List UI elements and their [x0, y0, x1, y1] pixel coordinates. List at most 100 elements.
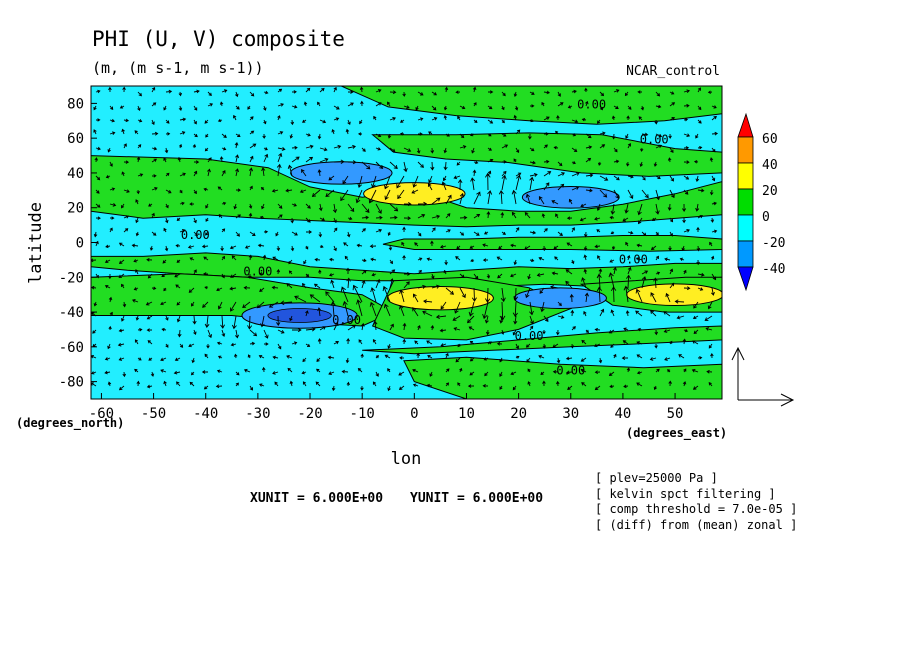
wind-vector — [496, 256, 503, 261]
wind-vector — [443, 114, 448, 121]
wind-vector — [165, 132, 171, 136]
wind-vector — [654, 329, 659, 336]
wind-vector — [375, 133, 382, 138]
wind-vector — [683, 146, 690, 150]
wind-vector — [280, 300, 293, 306]
wind-vector — [515, 129, 521, 135]
wind-vector — [311, 189, 321, 197]
wind-vector — [151, 146, 158, 151]
wind-vector — [108, 86, 112, 93]
wind-vector — [262, 366, 266, 373]
wind-vector — [263, 147, 268, 151]
wind-vector — [459, 231, 465, 236]
wind-vector — [217, 186, 223, 191]
wind-vector — [387, 231, 391, 236]
wind-vector — [305, 310, 309, 317]
wind-vector — [668, 380, 672, 387]
wind-vector — [165, 172, 170, 177]
wind-vector — [676, 315, 685, 320]
wind-vector — [399, 289, 405, 303]
wind-vector — [161, 273, 167, 278]
wind-vector — [305, 144, 314, 149]
wind-vector — [412, 368, 419, 373]
wind-vector — [383, 175, 391, 190]
wind-vector — [319, 147, 328, 152]
wind-vector — [289, 380, 294, 387]
wind-vector — [443, 105, 448, 111]
wind-vector — [415, 105, 419, 111]
wind-vector — [93, 105, 97, 111]
wind-vector — [511, 189, 517, 205]
wind-vector — [179, 229, 186, 233]
wind-vector — [431, 273, 435, 280]
colorbar-bin-m20-0 — [737, 214, 754, 242]
wind-vector — [371, 175, 377, 189]
wind-vector — [556, 115, 560, 121]
wind-vector — [443, 161, 448, 171]
wind-vector — [599, 175, 609, 181]
wind-vector — [177, 156, 182, 163]
wind-vector — [369, 244, 377, 249]
wind-vector — [176, 259, 181, 263]
contour-label-4: 0.00 — [619, 252, 648, 266]
plot-area: 0.00 0.00 0.00 0.00 0.00 0.00 0.00 0.00 — [90, 85, 723, 400]
wind-vector — [584, 87, 588, 93]
wind-vector — [193, 189, 197, 195]
wind-vector — [697, 145, 703, 150]
wind-vector — [399, 305, 405, 317]
wind-vector — [412, 383, 419, 387]
wind-vector — [445, 229, 451, 233]
wind-vector — [388, 245, 393, 251]
wind-vector — [440, 301, 447, 310]
wind-vector — [625, 133, 629, 139]
wind-vector — [95, 175, 101, 181]
wind-vector — [655, 203, 660, 215]
wind-vector — [230, 342, 237, 347]
wind-vector — [610, 231, 615, 235]
wind-vector — [123, 189, 130, 193]
wind-vector — [150, 371, 155, 377]
wind-vector — [709, 241, 713, 247]
wind-vector — [263, 90, 269, 95]
wind-vector — [663, 311, 671, 317]
wind-vector — [249, 231, 256, 236]
wind-vector — [567, 105, 573, 109]
wind-vector — [93, 129, 97, 135]
wind-vector — [541, 213, 546, 219]
wind-vector — [357, 132, 363, 136]
wind-vector — [593, 343, 601, 348]
wind-vector — [455, 357, 461, 363]
wind-vector — [529, 172, 538, 177]
wind-vector — [221, 329, 226, 338]
wind-vector — [571, 171, 580, 177]
positive-region-3 — [91, 252, 722, 289]
wind-vector — [471, 147, 475, 154]
wind-vector — [683, 133, 691, 138]
wind-vector — [123, 228, 129, 233]
wind-vector — [613, 105, 619, 109]
wind-vector — [173, 370, 181, 375]
wind-vectors — [91, 86, 719, 392]
wind-vector — [109, 227, 113, 233]
wind-vector — [247, 315, 253, 330]
wind-vector — [205, 231, 209, 236]
wind-vector — [580, 203, 587, 208]
wind-vector — [697, 272, 705, 277]
wind-vector — [192, 315, 197, 325]
wind-vector — [333, 117, 340, 121]
wind-vector — [682, 381, 687, 387]
wind-vector — [594, 244, 601, 249]
colorbar-bin-40-60 — [737, 136, 754, 164]
wind-vector — [445, 352, 449, 359]
wind-vector — [235, 371, 240, 376]
wind-vector — [487, 158, 494, 163]
wind-vector — [119, 105, 125, 109]
wind-vector — [247, 354, 251, 359]
wind-vector — [134, 130, 139, 135]
wind-vector — [299, 189, 307, 194]
wind-vector — [136, 380, 141, 387]
wind-vector — [613, 175, 620, 181]
wind-vector — [189, 202, 195, 206]
wind-vector — [543, 228, 548, 233]
wind-vector — [584, 292, 590, 303]
